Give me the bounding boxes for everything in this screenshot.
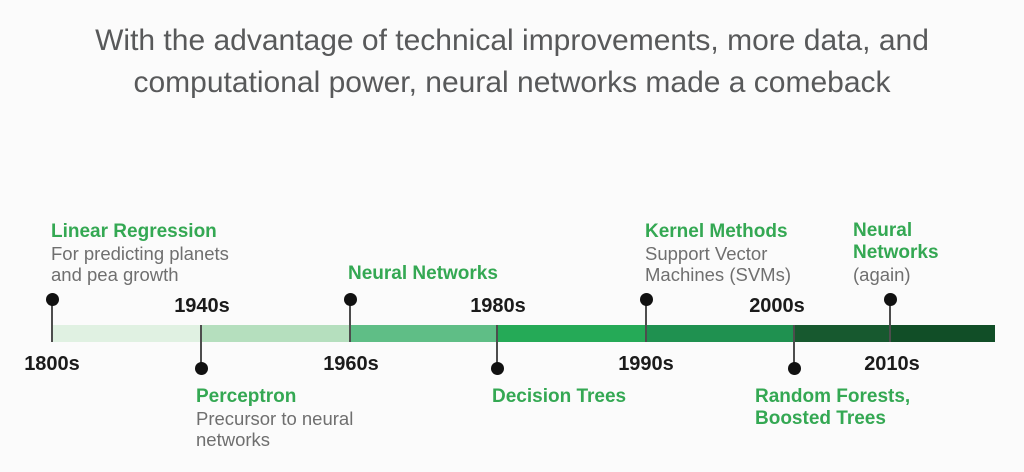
kernel-methods-dot [639,292,653,306]
decision-trees-title-line: Decision Trees [492,386,627,407]
kernel-methods-description-line: Support Vector [645,243,768,264]
decade-label-1980s: 1980s [470,295,526,317]
neural-networks-again-description-line: (again) [853,264,911,285]
neural-networks-stem [349,299,351,342]
timeline-segment-1940s-1960s [202,325,350,342]
kernel-methods-stem [645,299,647,342]
decade-label-1960s: 1960s [323,353,379,375]
neural-networks-title-line: Neural Networks [348,263,498,284]
random-forests-label: Random Forests, Boosted Trees [755,386,910,430]
kernel-methods-label: Kernel Methods Support Vector Machines (SV… [645,221,791,285]
timeline-segment-1980s-1990s [497,325,645,342]
timeline-segment-1960s-1980s [350,325,497,342]
slide-title-line2: computational power, neural networks mad… [133,66,891,99]
linear-regression-dot [45,292,59,306]
linear-regression-description-line: and pea growth [51,264,179,285]
slide-title: With the advantage of technical improvem… [0,20,1024,104]
timeline-segment-2010s-end [890,325,995,342]
decision-trees-dot [490,361,504,375]
decade-label-2000s: 2000s [749,295,805,317]
decade-label-1800s: 1800s [24,353,80,375]
timeline-segment-2000s-2010s [793,325,890,342]
perceptron-description-line: networks [196,429,271,450]
perceptron-description-line: Precursor to neural [196,408,354,429]
perceptron-title-line: Perceptron [196,386,297,407]
decade-label-1940s: 1940s [174,295,230,317]
linear-regression-stem [51,299,53,342]
decade-label-2010s: 2010s [864,353,920,375]
linear-regression-title-line: Linear Regression [51,221,217,242]
random-forests-stem [793,325,795,368]
slide-title-line1: With the advantage of technical improvem… [95,24,929,57]
linear-regression-label: Linear Regression For predicting planets a… [51,221,229,285]
linear-regression-description-line: For predicting planets [51,243,229,264]
random-forests-title-line: Random Forests, [755,386,911,407]
neural-networks-again-stem [889,299,891,342]
neural-networks-again-label: Neural Networks (again) [853,220,939,285]
random-forests-dot [787,361,801,375]
decade-label-1990s: 1990s [618,353,674,375]
timeline-segment-1990s-2000s [645,325,793,342]
decision-trees-stem [496,325,498,368]
neural-networks-label: Neural Networks [348,263,498,285]
neural-networks-dot [343,292,357,306]
perceptron-dot [194,361,208,375]
neural-networks-again-title-line: Networks [853,242,939,263]
kernel-methods-title-line: Kernel Methods [645,221,788,242]
perceptron-stem [200,325,202,368]
neural-networks-again-title-line: Neural [853,220,913,241]
perceptron-label: Perceptron Precursor to neural networks [196,386,353,450]
random-forests-title-line: Boosted Trees [755,408,886,429]
timeline-segment-1800s-1940s [51,325,202,342]
decision-trees-label: Decision Trees [492,386,626,408]
kernel-methods-description-line: Machines (SVMs) [645,264,791,285]
neural-networks-again-dot [883,292,897,306]
